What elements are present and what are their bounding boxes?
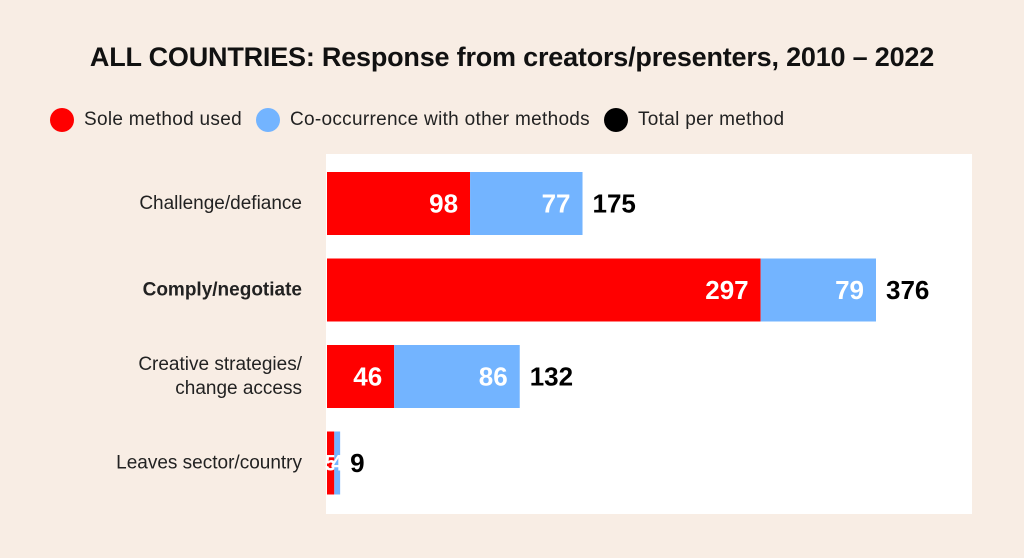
data-label: 297 bbox=[705, 275, 748, 305]
category-label: Comply/negotiate bbox=[143, 280, 302, 301]
bar-segment-sole bbox=[327, 431, 335, 495]
bar-segment-cooccurrence bbox=[470, 172, 583, 235]
legend-item-total: Total per method bbox=[603, 108, 785, 132]
bar-segment-cooccurrence bbox=[394, 345, 520, 408]
total-label: 132 bbox=[530, 362, 573, 392]
legend-dot-sole-icon bbox=[50, 108, 74, 132]
legend-label-cooccurrence: Co-occurrence with other methods bbox=[289, 109, 590, 130]
category-label: Leaves sector/country bbox=[116, 453, 302, 474]
legend-item-cooccurrence: Co-occurrence with other methods bbox=[255, 108, 590, 132]
bar-segment-sole bbox=[327, 172, 471, 235]
total-label: 9 bbox=[350, 448, 364, 478]
category-label: Challenge/defiance bbox=[139, 193, 302, 214]
total-label: 376 bbox=[886, 275, 929, 305]
bar-segment-sole bbox=[327, 345, 395, 408]
data-label: 46 bbox=[353, 362, 382, 392]
category-label: change access bbox=[175, 378, 302, 399]
data-label: 98 bbox=[429, 189, 458, 219]
legend-label-total: Total per method bbox=[637, 109, 785, 130]
data-label: 79 bbox=[835, 275, 864, 305]
data-label: 4 bbox=[331, 451, 344, 476]
total-label: 175 bbox=[593, 189, 636, 219]
bar-segment-sole bbox=[327, 258, 761, 322]
bar-segment-cooccurrence bbox=[760, 258, 876, 322]
category-label: Creative strategies/ bbox=[138, 354, 302, 375]
legend-item-sole: Sole method used bbox=[50, 108, 242, 132]
legend-dot-cooccurrence-icon bbox=[255, 108, 280, 132]
bar-segment-cooccurrence bbox=[334, 431, 341, 495]
data-label: 86 bbox=[479, 362, 508, 392]
legend-dot-total-icon bbox=[603, 108, 628, 132]
legend: Sole method used Co-occurrence with othe… bbox=[50, 107, 798, 133]
data-label: 77 bbox=[542, 189, 571, 219]
data-label: 5 bbox=[325, 451, 337, 476]
legend-label-sole: Sole method used bbox=[84, 109, 242, 130]
chart-title: ALL COUNTRIES: Response from creators/pr… bbox=[89, 42, 935, 72]
